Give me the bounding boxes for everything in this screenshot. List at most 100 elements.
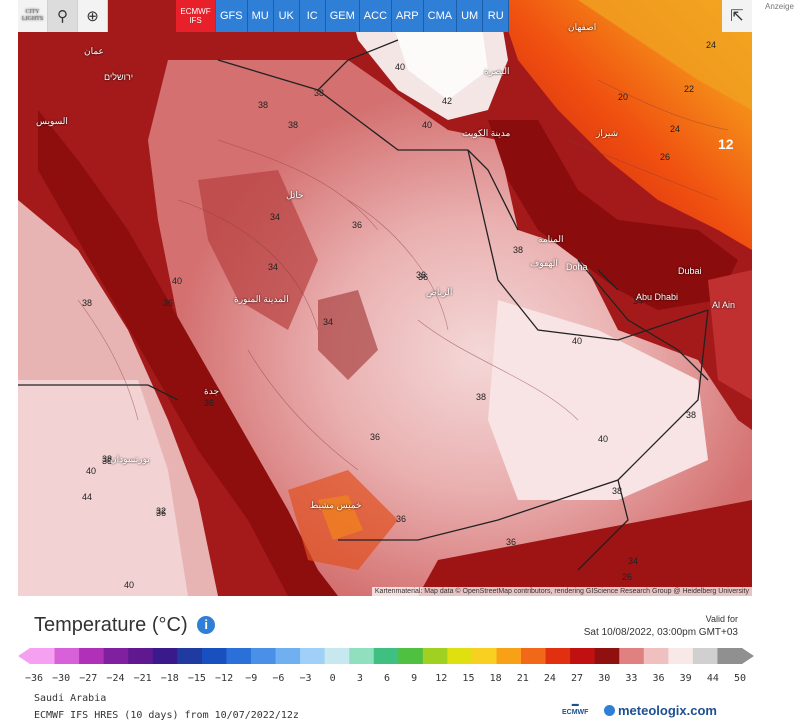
color-scale-tick-label: −21 <box>133 673 152 684</box>
isotherm-label: 38 <box>258 100 269 110</box>
isotherm-label: 36 <box>506 537 517 547</box>
model-tab-gem[interactable]: GEM <box>325 0 360 32</box>
color-scale-segment <box>570 648 596 664</box>
city-label[interactable]: جدة <box>204 386 220 396</box>
model-tab-gfs[interactable]: GFS <box>216 0 248 32</box>
city-label[interactable]: ירושלים <box>104 72 134 82</box>
color-scale-segment <box>349 648 375 664</box>
color-scale-segment <box>30 648 56 664</box>
model-tab-cma[interactable]: CMA <box>423 0 458 32</box>
isotherm-label: 38 <box>513 245 524 255</box>
isotherm-label: 40 <box>172 276 183 286</box>
share-icon[interactable]: ⇱ <box>722 0 752 32</box>
color-scale-tick-label: 6 <box>383 673 391 684</box>
city-label[interactable]: الهفوف <box>530 258 558 268</box>
model-tab-ecmwf[interactable]: ECMWF IFS <box>176 0 216 32</box>
city-label[interactable]: عمان <box>84 46 104 56</box>
valid-for-value: Sat 10/08/2022, 03:00pm GMT+03 <box>583 627 738 638</box>
color-scale-segment <box>177 648 203 664</box>
isotherm-label: 40 <box>86 466 97 476</box>
city-label[interactable]: Abu Dhabi <box>636 292 679 302</box>
color-scale-tick-label: −30 <box>52 673 71 684</box>
city-lights-button[interactable]: CITY LIGHTS <box>18 0 48 32</box>
city-label[interactable]: المدينة المنورة <box>234 294 289 304</box>
color-scale-segment <box>692 648 718 664</box>
city-label[interactable]: البصرة <box>484 66 510 76</box>
city-label[interactable]: حائل <box>286 190 304 200</box>
city-label[interactable]: Dubai <box>678 266 702 276</box>
color-scale-segment <box>324 648 350 664</box>
color-scale-segment <box>643 648 669 664</box>
color-scale-max-arrow <box>742 648 754 664</box>
color-scale-bar <box>18 648 754 664</box>
color-scale-tick-label: −27 <box>79 673 98 684</box>
legend-title-text: Temperature <box>34 614 147 636</box>
model-selector: ECMWF IFS GFS MU UK IC GEM ACC ARP CMA UM… <box>176 0 510 32</box>
city-label[interactable]: Doha <box>566 262 588 272</box>
meteologix-dot-icon <box>604 705 615 716</box>
temperature-map-canvas <box>18 0 752 596</box>
weather-map[interactable]: 38 38 36 36 34 34 36 38 40 40 38 40 38 3… <box>18 0 752 596</box>
color-scale-tick-label: 18 <box>489 673 502 684</box>
model-tab-arp[interactable]: ARP <box>392 0 424 32</box>
isotherm-label: 34 <box>268 262 279 272</box>
color-scale-tick-label: −9 <box>245 673 258 684</box>
isotherm-label: 36 <box>418 272 429 282</box>
model-tab-ic[interactable]: IC <box>299 0 326 32</box>
zoom-icon[interactable]: ⊕ <box>78 0 108 32</box>
city-label[interactable]: خميس مشيط <box>310 500 362 510</box>
color-scale-tick-label: −6 <box>272 673 285 684</box>
isotherm-label: 26 <box>622 572 633 582</box>
model-sub-label: IFS <box>189 16 202 25</box>
isotherm-label: 20 <box>618 92 629 102</box>
isotherm-label: 22 <box>684 84 695 94</box>
isotherm-label: 36 <box>163 298 174 308</box>
color-scale-tick-label: 33 <box>625 673 638 684</box>
model-tab-ru[interactable]: RU <box>483 0 510 32</box>
color-scale-segment <box>594 648 620 664</box>
model-tab-um[interactable]: UM <box>457 0 484 32</box>
isotherm-label: 38 <box>612 486 623 496</box>
color-scale-tick-label: 30 <box>598 673 611 684</box>
color-scale-segment <box>128 648 154 664</box>
color-scale-segment <box>250 648 277 664</box>
model-run-info: ECMWF IFS HRES (10 days) from 10/07/2022… <box>34 710 299 721</box>
color-scale-segment <box>471 648 497 664</box>
city-lights-label-2: LIGHTS <box>21 16 44 22</box>
city-label[interactable]: شيراز <box>596 128 619 138</box>
isotherm-label: 38 <box>82 298 93 308</box>
isotherm-label: 38 <box>102 456 113 466</box>
ecmwf-logo-text: ECMWF <box>562 709 589 716</box>
info-icon[interactable]: i <box>197 616 216 634</box>
meteologix-logo[interactable]: meteologix.com <box>604 703 717 718</box>
color-scale-segment <box>447 648 473 664</box>
city-label[interactable]: السويس <box>36 116 68 126</box>
color-scale-tick-label: −36 <box>24 673 44 684</box>
city-label[interactable]: بورتسودان <box>110 454 150 464</box>
color-scale-min-arrow <box>18 648 30 664</box>
city-label[interactable]: مدينة الكويت <box>462 128 511 138</box>
color-scale-segment <box>496 648 522 664</box>
color-scale-segment <box>668 648 694 664</box>
color-scale-tick-label: −12 <box>215 673 234 684</box>
model-tab-mu[interactable]: MU <box>247 0 274 32</box>
model-tab-acc[interactable]: ACC <box>359 0 393 32</box>
map-pin-icon[interactable]: ⚲ <box>48 0 78 32</box>
city-label[interactable]: Al Ain <box>712 300 736 310</box>
color-scale-tick-label: 3 <box>356 673 363 684</box>
model-tab-uk[interactable]: UK <box>273 0 300 32</box>
isotherm-label: 40 <box>598 434 609 444</box>
city-label[interactable]: المنامة <box>538 234 564 244</box>
isotherm-label: 36 <box>416 270 427 280</box>
color-scale-ticks: −36 −30 −27 −24 −21 −18 −15 −12 −9 −6 −3 0 3 6 9 12 15 18… <box>25 673 754 687</box>
color-scale-tick-label: −24 <box>106 673 125 684</box>
city-label[interactable]: الرياض <box>426 287 453 297</box>
color-scale-segment <box>201 648 227 664</box>
ecmwf-logo[interactable]: ▬ ECMWF <box>562 701 589 716</box>
city-label[interactable]: اصفهان <box>568 22 597 32</box>
isotherm-label: 36 <box>204 398 215 408</box>
color-scale-tick-label: 15 <box>462 673 475 684</box>
color-scale-tick-label: 36 <box>652 673 665 684</box>
valid-for: Valid for Sat 10/08/2022, 03:00pm GMT+03 <box>584 613 738 639</box>
